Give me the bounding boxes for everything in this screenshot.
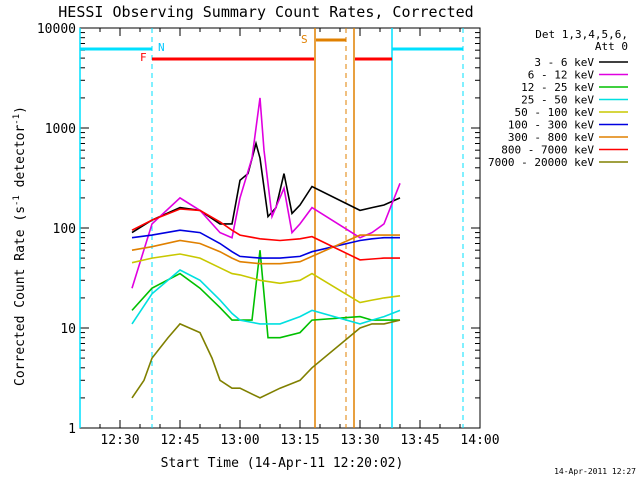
- flag-label-f: F: [140, 51, 147, 64]
- y-tick-label: 10: [60, 322, 76, 337]
- x-axis-label: Start Time (14-Apr-11 12:20:02): [161, 456, 404, 471]
- x-tick-label: 13:45: [400, 433, 439, 448]
- legend-label: 3 - 6 keV: [534, 56, 594, 69]
- legend-label: 300 - 800 keV: [508, 131, 594, 144]
- chart-title: HESSI Observing Summary Count Rates, Cor…: [58, 3, 473, 21]
- y-tick-label: 1: [68, 422, 76, 437]
- series-line-9: [131, 319, 401, 399]
- series-line-7: [131, 234, 400, 265]
- legend-label: 12 - 25 keV: [521, 81, 594, 94]
- legend-label: 100 - 300 keV: [508, 119, 594, 132]
- x-tick-label: 13:00: [220, 433, 259, 448]
- series-line-1: [131, 140, 401, 234]
- y-axis-label: Corrected Count Rate (s-1 detector-1): [12, 106, 28, 386]
- y-axis-label-sup-2: -1: [12, 114, 22, 125]
- legend-header-line: Att 0: [595, 40, 628, 53]
- series-line-6: [131, 229, 400, 259]
- series-line-8: [131, 208, 400, 261]
- series-line-4: [131, 269, 401, 325]
- y-axis-label-end: ): [13, 106, 28, 114]
- legend-label: 7000 - 20000 keV: [488, 156, 594, 169]
- x-tick-label: 13:15: [280, 433, 319, 448]
- footer-timestamp: 14-Apr-2011 12:27: [554, 467, 636, 476]
- y-tick-label: 10000: [37, 22, 76, 37]
- x-tick-label: 13:30: [340, 433, 379, 448]
- legend-label: 800 - 7000 keV: [501, 144, 594, 157]
- y-axis-label-mid: detector: [13, 125, 28, 196]
- svg-text:Corrected Count Rate (s-1 dete: Corrected Count Rate (s-1 detector-1): [12, 106, 28, 386]
- y-tick-label: 1000: [45, 122, 76, 137]
- y-tick-label: 100: [53, 222, 76, 237]
- legend-label: 25 - 50 keV: [521, 94, 594, 107]
- y-axis-label-main: Corrected Count Rate (s: [13, 206, 28, 386]
- y-axis-label-sup-1: -1: [12, 195, 22, 206]
- flag-label-s: S: [301, 33, 308, 46]
- series-line-3: [131, 250, 400, 339]
- legend-header-line: Det 1,3,4,5,6,: [535, 28, 628, 41]
- legend-label: 6 - 12 keV: [528, 69, 595, 82]
- flag-label-n: N: [158, 41, 165, 54]
- plot-area: 12:30 12:45 13:00 13:15 13:30 13:45 14:00 1 10 10…: [37, 22, 500, 448]
- x-tick-label: 12:45: [160, 433, 199, 448]
- x-tick-label: 14:00: [460, 433, 499, 448]
- legend-label: 50 - 100 keV: [515, 106, 595, 119]
- x-tick-label: 12:30: [100, 433, 139, 448]
- series-line-5: [131, 253, 401, 304]
